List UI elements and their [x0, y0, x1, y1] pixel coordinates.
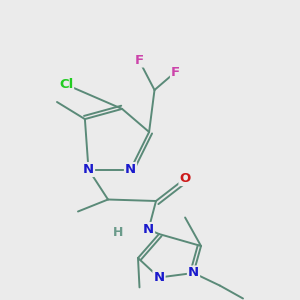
Text: N: N	[188, 266, 199, 280]
Text: N: N	[153, 271, 165, 284]
Text: F: F	[171, 65, 180, 79]
Text: N: N	[83, 163, 94, 176]
Text: O: O	[179, 172, 191, 185]
Text: F: F	[134, 53, 143, 67]
Text: Cl: Cl	[59, 78, 73, 91]
Text: H: H	[113, 226, 124, 239]
Text: N: N	[125, 163, 136, 176]
Text: N: N	[143, 223, 154, 236]
